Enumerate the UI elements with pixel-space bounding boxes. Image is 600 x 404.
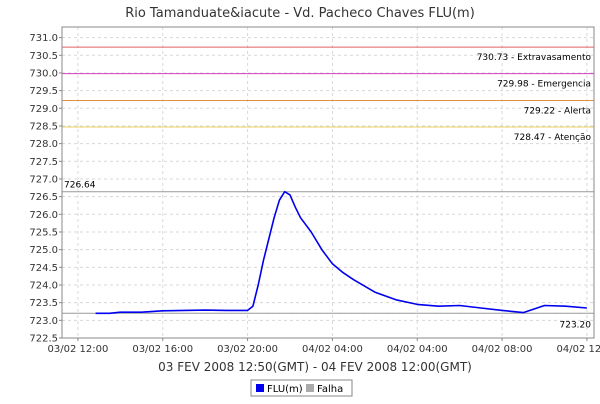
legend-label-falha: Falha (317, 384, 343, 395)
marker-label: 723.20 (560, 320, 592, 330)
y-tick-label: 729.5 (29, 86, 58, 97)
x-tick-label: 04/02 04:00 (302, 344, 363, 355)
y-tick-label: 725.0 (29, 245, 58, 256)
x-axis-label: 03 FEV 2008 12:50(GMT) - 04 FEV 2008 12:… (158, 360, 472, 374)
threshold-label: 728.47 - Atenção (514, 133, 592, 143)
x-tick-label: 03/02 20:00 (217, 344, 278, 355)
legend-label-flu: FLU(m) (267, 384, 303, 395)
x-tick-label: 03/02 12:00 (47, 344, 108, 355)
y-tick-label: 730.5 (29, 51, 58, 62)
y-tick-label: 727.5 (29, 157, 58, 168)
legend-swatch-falha (306, 384, 314, 392)
y-tick-label: 724.5 (29, 263, 58, 274)
y-tick-label: 729.0 (29, 104, 58, 115)
marker-label: 726.64 (64, 181, 96, 191)
legend: FLU(m) Falha (250, 379, 353, 397)
chart-title: Rio Tamanduate&iacute - Vd. Pacheco Chav… (125, 6, 475, 21)
y-tick-label: 725.5 (29, 227, 58, 238)
y-tick-label: 730.0 (29, 68, 58, 79)
threshold-label: 730.73 - Extravasamento (477, 53, 592, 63)
y-tick-label: 726.5 (29, 192, 58, 203)
threshold-label: 729.22 - Alerta (524, 107, 591, 117)
y-tick-label: 726.0 (29, 210, 58, 221)
y-tick-label: 727.0 (29, 174, 58, 185)
threshold-label: 729.98 - Emergencia (497, 80, 591, 90)
legend-swatch-flu (256, 384, 264, 392)
x-tick-label: 04/02 04:00 (387, 344, 448, 355)
y-tick-label: 731.0 (29, 33, 58, 44)
y-tick-label: 723.5 (29, 298, 58, 309)
y-tick-label: 728.0 (29, 139, 58, 150)
x-tick-label: 03/02 16:00 (132, 344, 193, 355)
y-tick-label: 724.0 (29, 280, 58, 291)
y-tick-label: 723.0 (29, 316, 58, 327)
legend-box (250, 379, 353, 397)
y-tick-label: 728.5 (29, 121, 58, 132)
x-tick-label: 04/02 12:00 (557, 344, 600, 355)
x-tick-label: 04/02 08:00 (472, 344, 533, 355)
series-line-flu (95, 190, 587, 315)
y-tick-label: 722.5 (29, 334, 58, 345)
plot-frame (61, 26, 595, 339)
